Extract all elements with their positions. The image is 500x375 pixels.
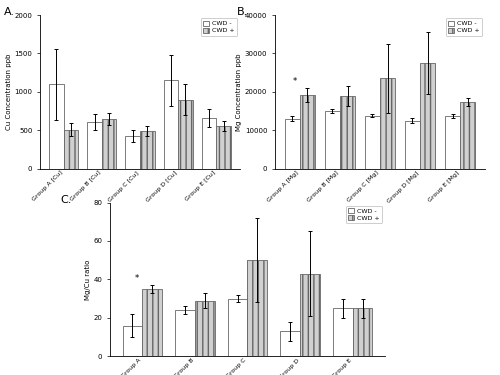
Legend: CWD -, CWD +: CWD -, CWD + [446, 18, 482, 36]
Y-axis label: Cu Concentration ppb: Cu Concentration ppb [6, 54, 12, 130]
Text: B.: B. [237, 8, 248, 17]
Bar [122, 326, 142, 356]
Bar [445, 116, 460, 169]
Bar [248, 260, 268, 356]
Bar [420, 63, 436, 169]
Bar [102, 119, 117, 169]
Bar [216, 126, 231, 169]
Bar [178, 100, 192, 169]
Bar [142, 289, 163, 356]
Bar [64, 129, 78, 169]
Bar [365, 116, 380, 169]
Bar [405, 121, 420, 169]
Y-axis label: Mg Concentration ppb: Mg Concentration ppb [236, 53, 242, 130]
Bar [228, 298, 248, 356]
Text: C.: C. [60, 195, 72, 205]
Bar [300, 95, 315, 169]
Bar [460, 102, 475, 169]
Bar [332, 308, 352, 356]
Bar [280, 331, 300, 356]
Legend: CWD -, CWD +: CWD -, CWD + [346, 206, 382, 224]
Bar [340, 96, 355, 169]
Bar [380, 78, 395, 169]
Bar [284, 119, 300, 169]
Bar [88, 122, 102, 169]
Y-axis label: Mg/Cu ratio: Mg/Cu ratio [84, 259, 90, 300]
Text: *: * [134, 274, 138, 283]
Text: A.: A. [4, 8, 15, 17]
Bar [49, 84, 64, 169]
Text: *: * [293, 77, 298, 86]
Bar [126, 136, 140, 169]
Bar [195, 300, 215, 356]
Bar [352, 308, 372, 356]
Bar [175, 310, 195, 356]
Bar [140, 131, 154, 169]
Bar [164, 80, 178, 169]
Bar [300, 274, 320, 356]
Bar [324, 111, 340, 169]
Bar [202, 118, 216, 169]
Legend: CWD -, CWD +: CWD -, CWD + [200, 18, 237, 36]
